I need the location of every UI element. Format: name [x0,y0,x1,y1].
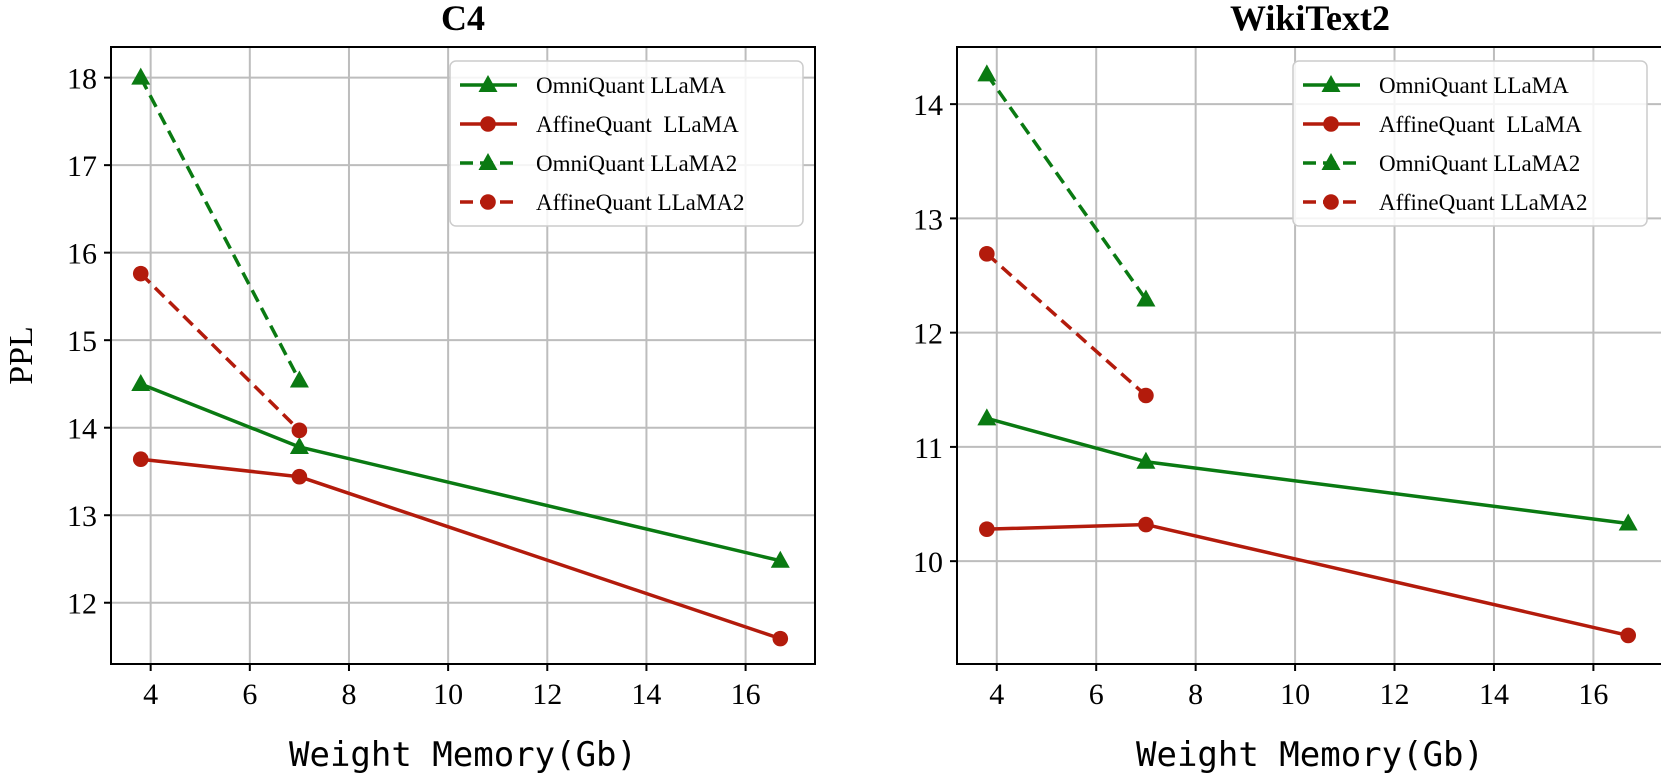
x-tick-label: 4 [989,678,1004,711]
legend-entry-omniquant-llama: OmniQuant LLaMA [460,73,726,98]
data-point-marker [131,373,151,391]
y-tick-label: 12 [67,588,97,621]
data-point-marker [979,521,995,537]
series-omniquant-llama2 [977,64,1156,307]
data-point-marker [977,408,997,426]
legend-label: OmniQuant LLaMA2 [536,151,737,176]
data-point-marker [1136,289,1156,307]
x-tick-label: 6 [242,678,257,711]
legend-label: AffineQuant LLaMA [536,112,739,137]
legend-label: OmniQuant LLaMA [1379,73,1569,98]
x-tick-label: 12 [1380,678,1410,711]
x-tick-label: 16 [1578,678,1608,711]
x-tick-label: 12 [532,678,562,711]
series-line [985,73,1148,301]
y-tick-label: 16 [67,238,97,271]
series-omniquant-llama [131,373,790,568]
chart-c4: 4 6 8 10 12 14 16 12 13 14 15 16 17 18 C4 Weight Memory… [3,0,816,775]
plot-frame [110,46,816,665]
x-tick-label: 10 [433,678,463,711]
data-point-marker [289,436,309,454]
data-point-marker [772,630,789,647]
data-point-marker [1136,451,1156,469]
plot-frame [956,46,1661,665]
y-tick-label: 13 [913,203,943,236]
data-point-marker [289,370,309,388]
y-tick-label: 14 [67,413,97,446]
legend-entry-omniquant-llama: OmniQuant LLaMA [1303,73,1569,98]
chart-wikitext2: 4 6 8 10 12 14 16 10 11 12 13 14 WikiText2 Weight Mem… [913,0,1661,775]
legend-marker [480,116,496,132]
legend-marker [480,194,496,210]
legend: OmniQuant LLaMA AffineQuant LLaMA OmniQuan… [1292,60,1648,227]
data-point-marker [131,67,151,85]
legend-label: AffineQuant LLaMA2 [536,190,744,215]
x-tick-label: 4 [143,678,158,711]
legend-marker [1321,153,1341,170]
legend-marker [478,153,498,170]
series-affinequant-llama2 [132,265,308,439]
legend-marker [1321,75,1341,92]
legend-box [1292,60,1648,227]
legend: OmniQuant LLaMA AffineQuant LLaMA OmniQuan… [449,60,804,227]
legend-marker [1323,116,1339,132]
x-tick-label: 8 [1188,678,1203,711]
data-point-marker [1138,387,1154,404]
y-tick-label: 13 [67,500,97,533]
y-tick-label: 11 [914,432,943,465]
data-point-marker [977,64,997,82]
series-line [986,416,1629,526]
data-point-marker [1618,513,1638,531]
y-tick-label: 12 [913,318,943,351]
data-point-marker [979,246,995,262]
legend-label: AffineQuant LLaMA [1379,112,1582,137]
legend-label: AffineQuant LLaMA2 [1379,190,1587,215]
series-line [986,522,1629,638]
y-tick-label: 10 [913,546,943,579]
data-point-marker [291,422,308,439]
series-line [139,76,301,382]
series-line [140,382,781,563]
series-omniquant-llama2 [131,67,309,388]
legend-entry-omniquant-llama2: OmniQuant LLaMA2 [1303,151,1580,176]
legend-entry-affinequant-llama2: AffineQuant LLaMA2 [1303,190,1587,215]
data-point-marker [132,265,149,282]
x-tick-label: 10 [1280,678,1310,711]
data-point-marker [132,451,149,468]
x-tick-label: 14 [1479,678,1509,711]
series-line [139,272,301,432]
legend-marker [1323,194,1339,210]
legend-entry-omniquant-llama2: OmniQuant LLaMA2 [460,151,737,176]
y-tick-label: 17 [67,150,97,183]
y-tick-label: 18 [67,63,97,96]
x-tick-label: 16 [731,678,761,711]
y-tick-label: 14 [913,89,943,122]
series-affinequant-llama2 [979,246,1154,404]
y-axis-label: PPL [3,326,40,385]
series-omniquant-llama [977,408,1638,531]
legend-label: OmniQuant LLaMA [536,73,726,98]
series-affinequant-llama [132,451,789,647]
y-tick-label: 15 [67,325,97,358]
legend-entry-affinequant-llama: AffineQuant LLaMA [460,112,739,137]
legend-entry-affinequant-llama2: AffineQuant LLaMA2 [460,190,744,215]
data-point-marker [770,550,790,568]
chart-title: WikiText2 [1230,0,1390,38]
x-axis-label: Weight Memory(Gb) [289,735,637,775]
legend-entry-affinequant-llama: AffineQuant LLaMA [1303,112,1582,137]
legend-marker [478,75,498,92]
x-tick-label: 6 [1089,678,1104,711]
series-affinequant-llama [979,516,1636,644]
x-axis-label: Weight Memory(Gb) [1136,735,1484,775]
data-point-marker [1138,516,1154,533]
series-line [985,252,1148,397]
data-point-marker [291,468,308,485]
legend-box [449,60,804,227]
data-point-marker [1620,627,1636,644]
chart-title: C4 [441,0,485,38]
x-tick-label: 8 [341,678,356,711]
x-tick-label: 14 [631,678,661,711]
legend-label: OmniQuant LLaMA2 [1379,151,1580,176]
